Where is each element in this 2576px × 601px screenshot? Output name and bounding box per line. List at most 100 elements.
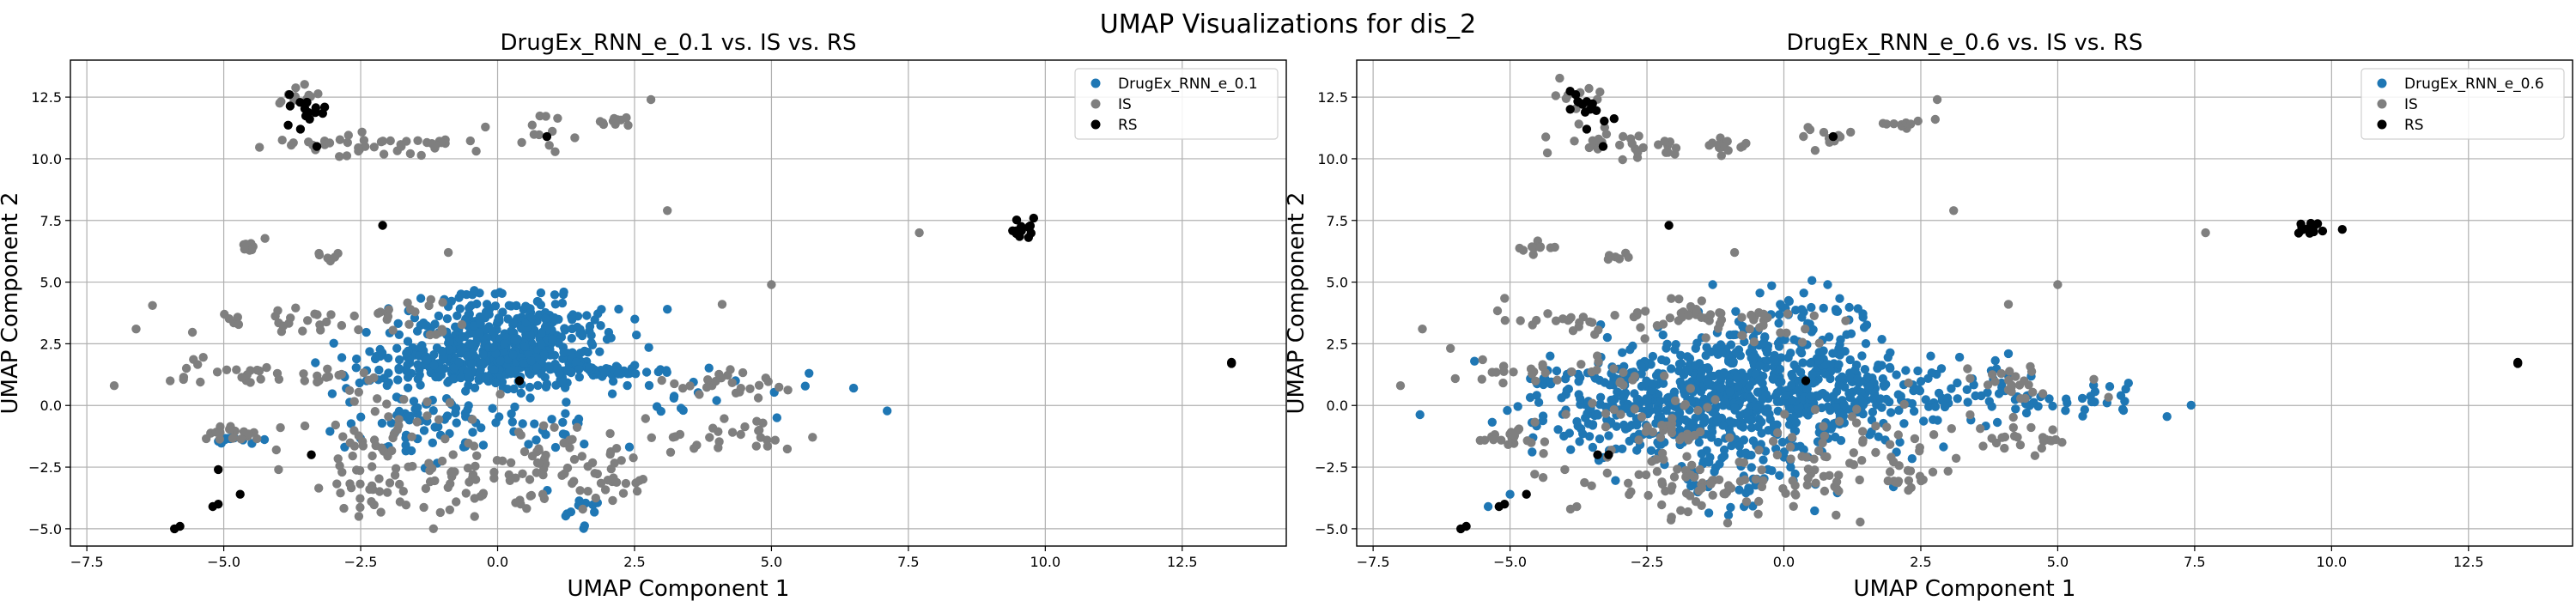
- scatter-point: [1690, 430, 1699, 440]
- scatter-point: [1745, 486, 1754, 495]
- scatter-point: [756, 433, 766, 442]
- y-tick-label: 0.0: [1327, 398, 1348, 414]
- scatter-point: [369, 143, 379, 152]
- scatter-point: [1697, 313, 1706, 322]
- scatter-point: [416, 150, 426, 161]
- scatter-point: [1612, 422, 1621, 431]
- scatter-point: [553, 113, 562, 123]
- scatter-point: [470, 286, 479, 295]
- scatter-point: [1705, 310, 1716, 319]
- scatter-point: [1777, 437, 1788, 447]
- y-tick-label: 12.5: [31, 89, 62, 106]
- y-tick-label: −5.0: [1315, 521, 1348, 537]
- scatter-point: [1825, 470, 1834, 480]
- scatter-point: [685, 381, 695, 391]
- legend: DrugEx_RNN_e_0.1 IS RS: [1074, 68, 1279, 140]
- scatter-point: [1725, 416, 1735, 426]
- scatter-point: [1727, 440, 1736, 451]
- scatter-point: [526, 490, 537, 501]
- scatter-point: [1799, 445, 1808, 454]
- scatter-point: [1446, 343, 1455, 353]
- scatter-point: [704, 363, 714, 373]
- scatter-point: [1849, 460, 1859, 470]
- scatter-point: [1686, 301, 1696, 312]
- scatter-point: [533, 297, 543, 307]
- scatter-point: [1883, 353, 1893, 362]
- scatter-point: [166, 376, 175, 385]
- scatter-point: [1810, 506, 1820, 516]
- scatter-point: [1820, 486, 1830, 496]
- scatter-point: [1561, 94, 1571, 104]
- scatter-point: [657, 375, 666, 385]
- scatter-point: [462, 351, 472, 361]
- scatter-point: [520, 342, 530, 351]
- scatter-point: [383, 452, 392, 461]
- scatter-point: [376, 507, 386, 517]
- legend-marker: [2377, 99, 2387, 109]
- scatter-point: [1868, 407, 1878, 417]
- scatter-point: [507, 409, 516, 419]
- scatter-point: [1991, 438, 2002, 448]
- scatter-point: [1878, 118, 1888, 128]
- scatter-point: [311, 103, 320, 112]
- scatter-point: [1603, 254, 1613, 264]
- scatter-point: [1753, 387, 1763, 397]
- scatter-point: [533, 380, 543, 391]
- scatter-point: [2000, 443, 2009, 453]
- scatter-point: [1012, 216, 1022, 225]
- scatter-point: [1819, 346, 1828, 355]
- scatter-point: [1783, 309, 1793, 319]
- scatter-point: [2008, 422, 2018, 433]
- scatter-point: [1886, 408, 1896, 417]
- scatter-point: [1669, 472, 1680, 482]
- plot-title: DrugEx_RNN_e_0.6 vs. IS vs. RS: [1786, 30, 2142, 56]
- scatter-point: [1857, 456, 1867, 465]
- scatter-point: [1731, 348, 1741, 357]
- scatter-point: [1790, 469, 1800, 479]
- scatter-point: [468, 428, 477, 437]
- scatter-point: [514, 376, 525, 385]
- scatter-point: [606, 333, 616, 343]
- y-tick-label: 5.0: [40, 275, 62, 291]
- y-tick-label: −2.5: [28, 459, 62, 476]
- scatter-point: [590, 507, 599, 517]
- scatter-point: [435, 507, 445, 518]
- scatter-point: [416, 380, 425, 390]
- x-tick-label: −7.5: [70, 554, 104, 570]
- scatter-point: [1906, 483, 1916, 493]
- scatter-point: [557, 298, 568, 308]
- x-tick-label: −5.0: [1493, 554, 1527, 570]
- scatter-point: [1774, 319, 1783, 328]
- scatter-point: [647, 433, 656, 442]
- scatter-point: [1667, 423, 1676, 433]
- scatter-point: [1719, 367, 1729, 378]
- scatter-point: [1598, 142, 1608, 151]
- scatter-point: [1775, 364, 1785, 374]
- scatter-point: [1877, 335, 1886, 344]
- scatter-point: [2028, 387, 2038, 397]
- scatter-point: [883, 406, 892, 416]
- y-tick-label: 0.0: [40, 398, 62, 414]
- scatter-point: [449, 374, 459, 384]
- scatter-point: [1996, 368, 2006, 379]
- legend: DrugEx_RNN_e_0.6 IS RS: [2360, 68, 2565, 140]
- scatter-point: [437, 346, 447, 356]
- scatter-point: [503, 385, 513, 394]
- scatter-point: [1694, 438, 1704, 447]
- scatter-point: [580, 440, 589, 449]
- scatter-point: [1701, 350, 1710, 361]
- scatter-point: [1787, 395, 1797, 405]
- scatter-point: [1799, 131, 1808, 142]
- scatter-point: [561, 409, 570, 418]
- scatter-point: [422, 355, 432, 365]
- scatter-point: [1807, 302, 1816, 313]
- scatter-point: [1818, 438, 1827, 448]
- scatter-point: [356, 412, 366, 422]
- scatter-point: [442, 314, 453, 324]
- scatter-point: [1772, 450, 1783, 460]
- scatter-point: [671, 432, 680, 441]
- scatter-point: [1853, 374, 1862, 384]
- scatter-point: [456, 373, 465, 383]
- scatter-point: [1716, 383, 1726, 392]
- scatter-point: [131, 325, 141, 334]
